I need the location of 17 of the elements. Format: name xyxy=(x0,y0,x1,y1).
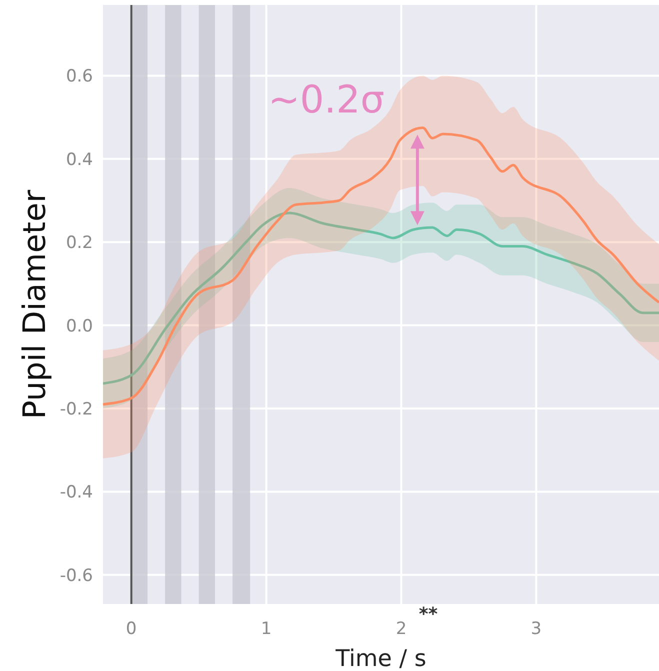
annotation: ~0.2σ xyxy=(268,78,384,122)
x-tick-label: 2 xyxy=(396,619,407,639)
x-axis-title: Time / s xyxy=(334,646,426,671)
y-tick-label: -0.4 xyxy=(60,482,93,503)
x-tick-label: 1 xyxy=(260,619,272,639)
x-tick-label: 0 xyxy=(126,619,137,639)
y-tick-label: 0.2 xyxy=(66,233,93,254)
y-tick-label: 0.4 xyxy=(66,150,93,170)
y-tick-label: 0.0 xyxy=(66,316,93,336)
annotation: ** xyxy=(418,604,438,625)
y-tick-label: 0.6 xyxy=(66,66,93,87)
line-series xyxy=(103,212,659,385)
y-tick-label: -0.6 xyxy=(60,566,93,586)
x-tick-label: 3 xyxy=(530,619,542,639)
y-tick-label: -0.2 xyxy=(60,399,93,420)
y-axis-title: Pupil Diameter xyxy=(17,190,53,420)
line-series xyxy=(103,126,659,406)
